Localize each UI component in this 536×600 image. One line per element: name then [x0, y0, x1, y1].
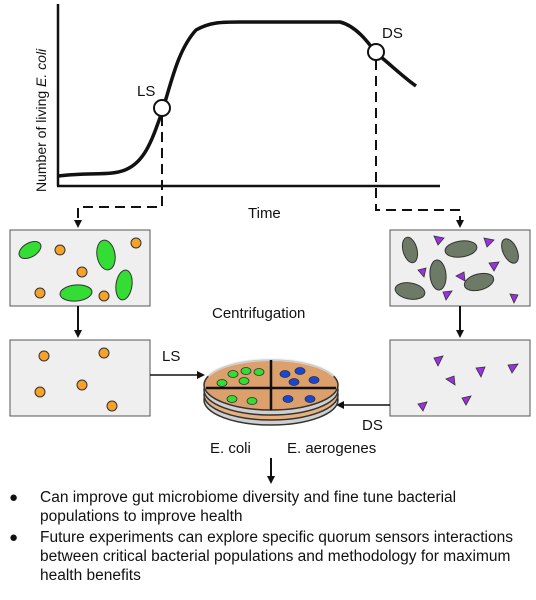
- x-axis-label: Time: [248, 205, 281, 222]
- gray-cell: [429, 259, 447, 291]
- ls-culture-panel: [9, 229, 151, 307]
- ecoli-cell: [96, 239, 116, 271]
- ecoli-colony: [238, 377, 250, 385]
- ls-dashed-connector: [74, 116, 163, 228]
- petri-dish: [203, 358, 339, 426]
- gray-cell: [394, 282, 426, 300]
- triangle-molecule: [442, 290, 453, 301]
- ds-point-label: DS: [382, 25, 403, 42]
- conclusion-list: ● Can improve gut microbiome diversity a…: [0, 488, 536, 587]
- triangle-molecule: [445, 375, 456, 386]
- aerogenes-colony: [279, 370, 291, 378]
- growth-curve: [57, 20, 418, 178]
- ls-arrow-label: LS: [162, 348, 180, 365]
- bullet-dot: ●: [9, 529, 19, 546]
- ds-culture-panel: [389, 229, 531, 307]
- triangle-molecule: [507, 363, 519, 374]
- triangle-molecule: [483, 237, 495, 248]
- conclusion-item: ● Can improve gut microbiome diversity a…: [0, 488, 536, 526]
- ecoli-colony: [227, 370, 239, 378]
- small-cell: [76, 379, 88, 391]
- small-cell: [98, 347, 110, 359]
- ecoli-colony: [240, 367, 252, 375]
- ecoli-colony: [226, 395, 238, 403]
- small-cell: [54, 244, 66, 256]
- triangle-molecule: [417, 401, 428, 412]
- conclusion-text: Can improve gut microbiome diversity and…: [40, 489, 457, 525]
- ecoli-cell: [59, 284, 93, 302]
- triangle-molecule: [488, 261, 500, 272]
- bullet-dot: ●: [9, 489, 19, 506]
- small-cell: [130, 237, 142, 249]
- growth-curve-chart: LS DS Number of living E. coli Time: [33, 4, 440, 222]
- gray-cell: [401, 236, 419, 264]
- small-cell: [34, 287, 46, 299]
- gray-cell: [444, 240, 478, 258]
- ecoli-colony: [216, 379, 228, 387]
- aerogenes-colony: [304, 395, 316, 403]
- gray-cell: [463, 272, 495, 292]
- dashed-connectors: [74, 60, 464, 228]
- aerogenes-colony: [308, 376, 320, 384]
- ecoli-cell: [18, 240, 42, 260]
- ecoli-colony: [246, 397, 258, 405]
- small-cell: [76, 266, 88, 278]
- triangle-molecule: [455, 271, 466, 282]
- ds-point: [367, 43, 385, 61]
- ds-arrow-label: DS: [362, 417, 383, 434]
- small-cell: [106, 400, 118, 412]
- small-cell: [98, 290, 110, 302]
- gray-cell: [501, 238, 519, 264]
- y-axis-label: Number of living E. coli: [33, 48, 49, 192]
- small-cell: [34, 386, 46, 398]
- conclusion-item: ● Future experiments can explore specifi…: [0, 528, 536, 585]
- aerogenes-colony: [288, 378, 300, 386]
- aerogenes-colony: [282, 395, 294, 403]
- ls-point-label: LS: [137, 83, 155, 100]
- triangle-molecule: [509, 293, 519, 304]
- aerogenes-colony: [294, 367, 306, 375]
- triangle-molecule: [475, 366, 486, 378]
- ecoli-cell: [115, 269, 133, 301]
- triangle-molecule: [433, 355, 444, 367]
- ecoli-dish-label: E. coli: [210, 440, 251, 457]
- aerogenes-dish-label: E. aerogenes: [287, 440, 376, 457]
- triangle-molecule: [433, 235, 445, 246]
- ls-supernatant-panel: [9, 339, 151, 417]
- ds-supernatant-panel: [389, 339, 531, 417]
- ls-point: [153, 99, 171, 117]
- centrifugation-title: Centrifugation: [212, 305, 305, 322]
- small-cell: [38, 350, 50, 362]
- triangle-molecule: [417, 267, 427, 278]
- experiment-diagram: LS DS Number of living E. coli Time: [9, 4, 531, 484]
- conclusion-text: Future experiments can explore specific …: [40, 529, 513, 584]
- ecoli-colony: [253, 368, 265, 376]
- triangle-molecule: [461, 395, 472, 406]
- ds-dashed-connector: [375, 60, 464, 228]
